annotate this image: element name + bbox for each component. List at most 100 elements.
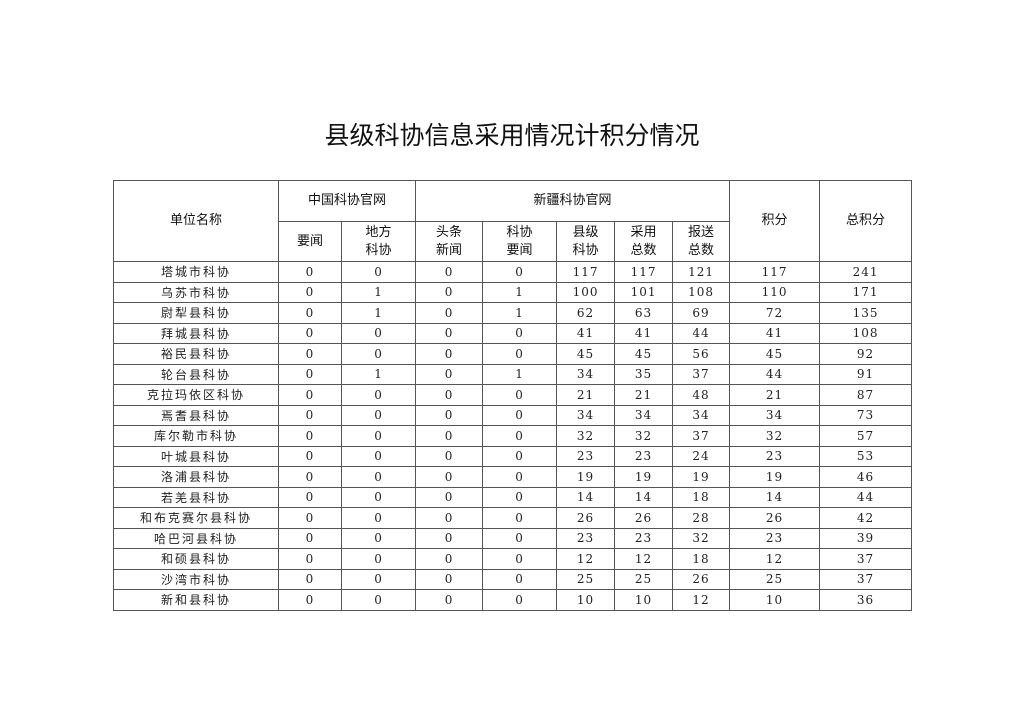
value-cell: 14 xyxy=(556,486,616,508)
value-cell: 37 xyxy=(819,548,913,570)
value-cell: 12 xyxy=(614,548,674,570)
value-cell: 46 xyxy=(819,466,913,488)
value-cell: 0 xyxy=(340,261,417,283)
value-cell: 0 xyxy=(415,322,484,344)
value-cell: 0 xyxy=(415,281,484,303)
value-cell: 41 xyxy=(614,322,674,344)
value-cell: 34 xyxy=(556,404,616,426)
table-row: 哈巴河县科协 0 0 0 0 23 23 32 23 39 xyxy=(113,527,913,549)
unit-name-cell: 沙湾市科协 xyxy=(113,568,279,590)
value-cell: 0 xyxy=(278,548,342,570)
table-row: 新和县科协 0 0 0 0 10 10 12 10 36 xyxy=(113,589,913,611)
value-cell: 34 xyxy=(556,363,616,385)
value-cell: 32 xyxy=(614,425,674,447)
value-cell: 0 xyxy=(278,486,342,508)
value-cell: 0 xyxy=(278,322,342,344)
value-cell: 0 xyxy=(482,568,558,590)
value-cell: 0 xyxy=(482,343,558,365)
value-cell: 0 xyxy=(482,445,558,467)
value-cell: 24 xyxy=(672,445,731,467)
value-cell: 41 xyxy=(729,322,821,344)
value-cell: 0 xyxy=(482,261,558,283)
table-row: 乌苏市科协 0 1 0 1 100 101 108 110 171 xyxy=(113,281,913,303)
value-cell: 0 xyxy=(340,527,417,549)
value-cell: 32 xyxy=(729,425,821,447)
value-cell: 0 xyxy=(482,589,558,611)
value-cell: 0 xyxy=(415,507,484,529)
value-cell: 0 xyxy=(482,384,558,406)
value-cell: 23 xyxy=(556,445,616,467)
value-cell: 0 xyxy=(340,507,417,529)
value-cell: 10 xyxy=(729,589,821,611)
value-cell: 0 xyxy=(278,445,342,467)
unit-name-cell: 新和县科协 xyxy=(113,589,279,611)
unit-name-cell: 洛浦县科协 xyxy=(113,466,279,488)
header-score: 积分 xyxy=(729,180,821,262)
value-cell: 108 xyxy=(819,322,913,344)
value-cell: 25 xyxy=(614,568,674,590)
value-cell: 0 xyxy=(340,466,417,488)
subheader-cell: 头条 新闻 xyxy=(415,221,484,262)
value-cell: 0 xyxy=(482,486,558,508)
value-cell: 21 xyxy=(614,384,674,406)
value-cell: 23 xyxy=(556,527,616,549)
value-cell: 241 xyxy=(819,261,913,283)
value-cell: 73 xyxy=(819,404,913,426)
table-row: 裕民县科协 0 0 0 0 45 45 56 45 92 xyxy=(113,343,913,365)
value-cell: 101 xyxy=(614,281,674,303)
value-cell: 1 xyxy=(482,363,558,385)
value-cell: 32 xyxy=(672,527,731,549)
unit-name-cell: 和硕县科协 xyxy=(113,548,279,570)
value-cell: 0 xyxy=(415,589,484,611)
value-cell: 23 xyxy=(729,445,821,467)
table-row: 焉耆县科协 0 0 0 0 34 34 34 34 73 xyxy=(113,404,913,426)
value-cell: 35 xyxy=(614,363,674,385)
value-cell: 0 xyxy=(340,486,417,508)
value-cell: 26 xyxy=(729,507,821,529)
subheader-cell: 地方 科协 xyxy=(340,221,417,262)
value-cell: 37 xyxy=(819,568,913,590)
value-cell: 19 xyxy=(556,466,616,488)
value-cell: 36 xyxy=(819,589,913,611)
value-cell: 0 xyxy=(482,425,558,447)
value-cell: 0 xyxy=(415,568,484,590)
page-title: 县级科协信息采用情况计积分情况 xyxy=(324,121,700,150)
value-cell: 44 xyxy=(672,322,731,344)
value-cell: 42 xyxy=(819,507,913,529)
value-cell: 91 xyxy=(819,363,913,385)
value-cell: 72 xyxy=(729,302,821,324)
value-cell: 0 xyxy=(340,589,417,611)
table-row: 库尔勒市科协 0 0 0 0 32 32 37 32 57 xyxy=(113,425,913,447)
table-row: 拜城县科协 0 0 0 0 41 41 44 41 108 xyxy=(113,322,913,344)
value-cell: 0 xyxy=(278,589,342,611)
value-cell: 0 xyxy=(340,568,417,590)
value-cell: 39 xyxy=(819,527,913,549)
value-cell: 0 xyxy=(278,425,342,447)
unit-name-cell: 乌苏市科协 xyxy=(113,281,279,303)
unit-name-cell: 裕民县科协 xyxy=(113,343,279,365)
subheader-cell: 科协 要闻 xyxy=(482,221,558,262)
value-cell: 0 xyxy=(278,261,342,283)
value-cell: 69 xyxy=(672,302,731,324)
table-row: 沙湾市科协 0 0 0 0 25 25 26 25 37 xyxy=(113,568,913,590)
value-cell: 0 xyxy=(340,322,417,344)
table-row: 尉犁县科协 0 1 0 1 62 63 69 72 135 xyxy=(113,302,913,324)
unit-name-cell: 叶城县科协 xyxy=(113,445,279,467)
value-cell: 0 xyxy=(340,343,417,365)
header-unit: 单位名称 xyxy=(113,180,279,262)
value-cell: 1 xyxy=(482,302,558,324)
value-cell: 0 xyxy=(415,486,484,508)
unit-name-cell: 尉犁县科协 xyxy=(113,302,279,324)
value-cell: 1 xyxy=(340,302,417,324)
value-cell: 41 xyxy=(556,322,616,344)
unit-name-cell: 库尔勒市科协 xyxy=(113,425,279,447)
value-cell: 25 xyxy=(556,568,616,590)
value-cell: 25 xyxy=(729,568,821,590)
value-cell: 0 xyxy=(415,404,484,426)
value-cell: 0 xyxy=(482,466,558,488)
value-cell: 12 xyxy=(729,548,821,570)
value-cell: 0 xyxy=(278,302,342,324)
value-cell: 18 xyxy=(672,486,731,508)
value-cell: 12 xyxy=(672,589,731,611)
table-row: 轮台县科协 0 1 0 1 34 35 37 44 91 xyxy=(113,363,913,385)
